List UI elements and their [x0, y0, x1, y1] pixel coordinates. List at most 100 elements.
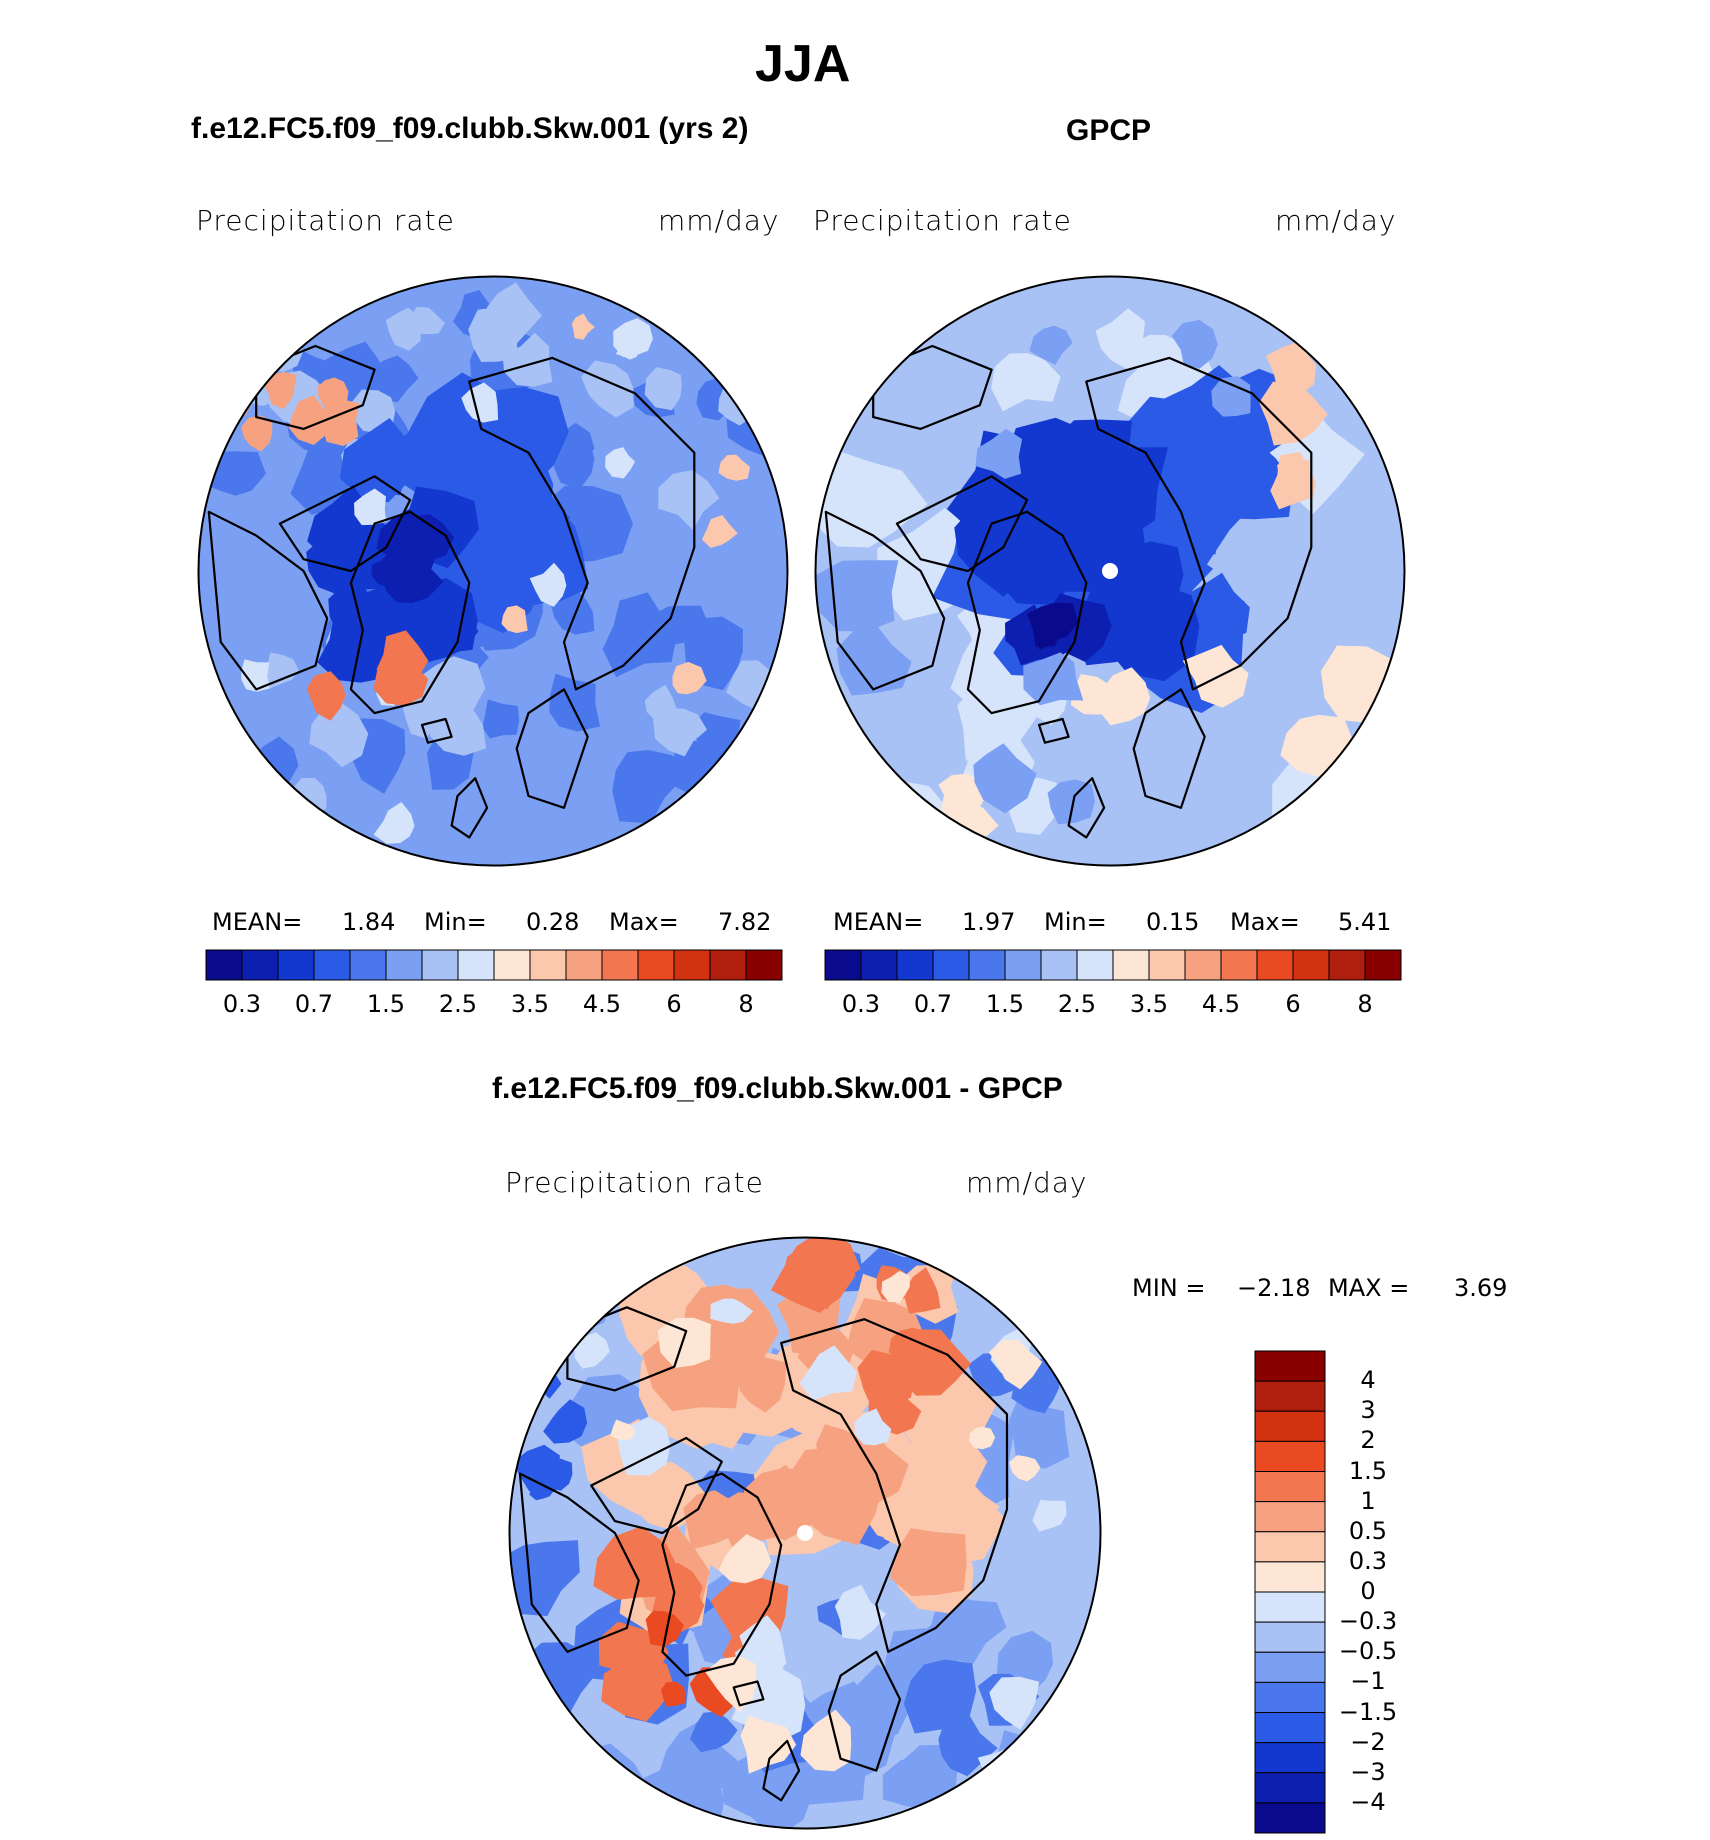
obs-mean-value: 1.97	[962, 908, 1016, 936]
model-panel-heading: f.e12.FC5.f09_f09.clubb.Skw.001 (yrs 2)	[191, 112, 749, 145]
map-boundary-circle	[814, 275, 1406, 867]
coastline	[590, 1436, 723, 1535]
model-min-label: Min=	[424, 908, 487, 936]
diff-units-label: mm/day	[966, 1166, 1088, 1199]
model-colorbar	[205, 949, 783, 981]
contour-region	[644, 367, 682, 411]
colorbar-tick-label: 3.5	[1129, 990, 1169, 1018]
colorbar-swatch	[1254, 1681, 1326, 1713]
contour-region	[543, 1399, 588, 1444]
pole-marker	[797, 1525, 813, 1541]
contour-region	[461, 382, 499, 423]
colorbar-tick-label: 0.7	[294, 990, 334, 1018]
colorbar-swatch	[1254, 1350, 1326, 1382]
contour-region	[854, 1408, 892, 1446]
model-max-value: 7.82	[718, 908, 772, 936]
colorbar-swatch	[673, 949, 711, 981]
contour-region	[991, 353, 1061, 412]
colorbar-tick-label: 0.3	[841, 990, 881, 1018]
colorbar-tick-label: 2.5	[438, 990, 478, 1018]
contour-region	[988, 1339, 1043, 1390]
coastline	[966, 510, 1088, 715]
contour-region	[975, 428, 1023, 479]
obs-min-label: Min=	[1044, 908, 1107, 936]
contour-region	[1211, 376, 1251, 417]
colorbar-tick-label: 2	[1360, 1426, 1376, 1455]
contour-region	[546, 1271, 613, 1331]
colorbar-swatch	[313, 949, 351, 981]
colorbar-swatch	[1292, 949, 1330, 981]
colorbar-swatch	[1254, 1802, 1326, 1834]
colorbar-swatch	[277, 949, 315, 981]
contour-region	[482, 699, 520, 739]
figure-title: JJA	[755, 35, 851, 93]
contour-region	[288, 395, 332, 445]
colorbar-swatch	[1040, 949, 1078, 981]
diff-min-value: −2.18	[1237, 1274, 1311, 1302]
contour-region	[658, 1718, 739, 1798]
obs-units-label: mm/day	[1275, 204, 1397, 237]
coastline	[468, 356, 696, 691]
contour-region	[1301, 792, 1404, 866]
colorbar-tick-label: 6	[1285, 990, 1301, 1018]
coastline	[661, 1472, 783, 1677]
coastline	[1067, 777, 1106, 839]
colorbar-tick-label: 4.5	[582, 990, 622, 1018]
contour-region	[836, 626, 912, 696]
contour-region	[413, 591, 479, 663]
colorbar-tick-label: 4	[1360, 1366, 1376, 1395]
contour-region	[218, 359, 254, 399]
colorbar-swatch	[1254, 1591, 1326, 1623]
diff-variable-label: Precipitation rate	[505, 1166, 764, 1199]
contour-region	[309, 702, 369, 768]
contour-region	[710, 1298, 754, 1324]
contour-region	[837, 787, 891, 831]
contour-region	[957, 683, 1037, 761]
model-variable-label: Precipitation rate	[196, 204, 455, 237]
colorbar-tick-label: −0.5	[1338, 1637, 1398, 1666]
coastline	[255, 344, 376, 430]
colorbar-swatch	[1184, 949, 1222, 981]
colorbar-tick-label: 0.3	[222, 990, 262, 1018]
contour-region	[529, 562, 567, 607]
contour-region	[834, 1584, 886, 1640]
contour-region	[765, 1684, 804, 1731]
contour-region	[657, 1317, 711, 1368]
contour-region	[261, 371, 297, 409]
diff-colorbar	[1254, 1350, 1326, 1834]
colorbar-swatch	[968, 949, 1006, 981]
contour-region	[415, 406, 514, 508]
colorbar-swatch	[1328, 949, 1366, 981]
colorbar-swatch	[1254, 1561, 1326, 1593]
coastline	[780, 1318, 1009, 1653]
colorbar-swatch	[205, 949, 243, 981]
colorbar-tick-label: 8	[738, 990, 754, 1018]
contour-region	[501, 605, 528, 634]
diff-max-value: 3.69	[1454, 1274, 1508, 1302]
coastline	[762, 1739, 801, 1802]
contour-region	[1171, 319, 1218, 369]
colorbar-tick-label: −1.5	[1338, 1697, 1398, 1726]
colorbar-tick-label: 2.5	[1057, 990, 1097, 1018]
contour-region	[889, 1528, 967, 1597]
obs-max-label: Max=	[1230, 908, 1300, 936]
contour-region	[650, 605, 709, 646]
contour-region	[903, 1659, 977, 1734]
obs-mean-label: MEAN=	[833, 908, 924, 936]
colorbar-tick-label: −4	[1350, 1787, 1386, 1816]
contour-region	[549, 673, 600, 732]
contour-region	[1009, 1395, 1070, 1470]
contour-region	[373, 651, 429, 706]
contour-region	[571, 313, 595, 340]
colorbar-swatch	[1220, 949, 1258, 981]
colorbar-swatch	[1254, 1380, 1326, 1412]
contour-region	[1265, 342, 1317, 397]
contour-region	[690, 1711, 738, 1753]
contour-region	[973, 743, 1037, 814]
contour-region	[581, 360, 634, 418]
colorbar-tick-label: 3.5	[510, 990, 550, 1018]
map-boundary-circle	[197, 275, 789, 867]
diff-panel-heading: f.e12.FC5.f09_f09.clubb.Skw.001 - GPCP	[492, 1072, 1063, 1105]
contour-region	[418, 656, 486, 727]
colorbar-swatch	[1254, 1772, 1326, 1804]
